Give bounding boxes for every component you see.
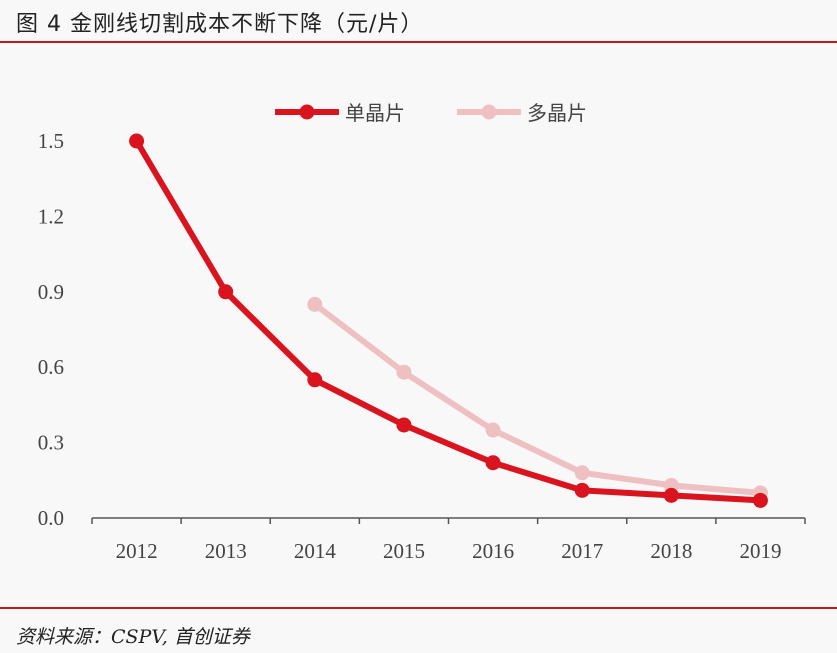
x-tick-label: 2018: [650, 539, 692, 563]
data-point: [129, 133, 145, 149]
legend-label: 多晶片: [527, 101, 587, 125]
legend-marker: [481, 104, 497, 120]
data-point: [574, 482, 590, 498]
data-point: [396, 417, 412, 433]
series-line-多晶片: [312, 301, 761, 496]
top-rule: [0, 41, 837, 43]
data-point: [485, 455, 501, 471]
x-tick-label: 2013: [205, 539, 247, 563]
x-tick-label: 2019: [739, 539, 781, 563]
source-note: 资料来源：CSPV, 首创证券: [16, 626, 250, 648]
data-point: [218, 284, 234, 300]
y-tick-label: 0.3: [38, 431, 64, 455]
data-point: [752, 492, 768, 508]
bottom-rule: [0, 607, 837, 609]
y-tick-label: 0.0: [38, 506, 64, 530]
y-tick-label: 0.6: [38, 355, 64, 379]
data-point: [485, 422, 501, 438]
x-tick-label: 2012: [116, 539, 158, 563]
data-point: [307, 372, 323, 388]
series-line-单晶片: [133, 139, 761, 504]
legend-marker: [299, 104, 315, 120]
chart-title: 图 4 金刚线切割成本不断下降（元/片）: [16, 12, 424, 37]
x-tick-label: 2015: [383, 539, 425, 563]
x-tick-label: 2014: [294, 539, 337, 563]
data-point: [307, 296, 323, 312]
data-point: [396, 364, 412, 380]
y-tick-label: 1.2: [38, 204, 64, 228]
x-tick-label: 2017: [561, 539, 603, 563]
data-point: [574, 465, 590, 481]
y-tick-label: 1.5: [38, 129, 64, 153]
y-tick-label: 0.9: [38, 280, 64, 304]
x-tick-label: 2016: [472, 539, 514, 563]
legend-label: 单晶片: [345, 101, 405, 125]
data-point: [663, 487, 679, 503]
